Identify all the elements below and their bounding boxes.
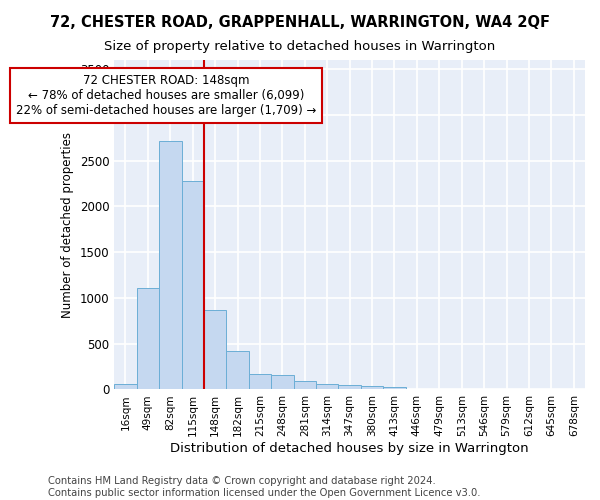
Y-axis label: Number of detached properties: Number of detached properties bbox=[61, 132, 74, 318]
Text: 72 CHESTER ROAD: 148sqm
← 78% of detached houses are smaller (6,099)
22% of semi: 72 CHESTER ROAD: 148sqm ← 78% of detache… bbox=[16, 74, 316, 116]
Bar bbox=[293, 381, 316, 390]
Bar bbox=[226, 351, 249, 390]
Bar bbox=[137, 288, 159, 390]
Bar bbox=[338, 385, 361, 390]
Bar bbox=[361, 386, 383, 390]
Text: Contains HM Land Registry data © Crown copyright and database right 2024.
Contai: Contains HM Land Registry data © Crown c… bbox=[48, 476, 481, 498]
Bar bbox=[406, 388, 428, 390]
Bar bbox=[114, 384, 137, 390]
Bar bbox=[204, 310, 226, 390]
Bar bbox=[182, 181, 204, 390]
Text: Size of property relative to detached houses in Warrington: Size of property relative to detached ho… bbox=[104, 40, 496, 53]
X-axis label: Distribution of detached houses by size in Warrington: Distribution of detached houses by size … bbox=[170, 442, 529, 455]
Bar bbox=[249, 374, 271, 390]
Bar bbox=[383, 387, 406, 390]
Text: 72, CHESTER ROAD, GRAPPENHALL, WARRINGTON, WA4 2QF: 72, CHESTER ROAD, GRAPPENHALL, WARRINGTO… bbox=[50, 15, 550, 30]
Bar bbox=[159, 140, 182, 390]
Bar bbox=[316, 384, 338, 390]
Bar bbox=[271, 375, 293, 390]
